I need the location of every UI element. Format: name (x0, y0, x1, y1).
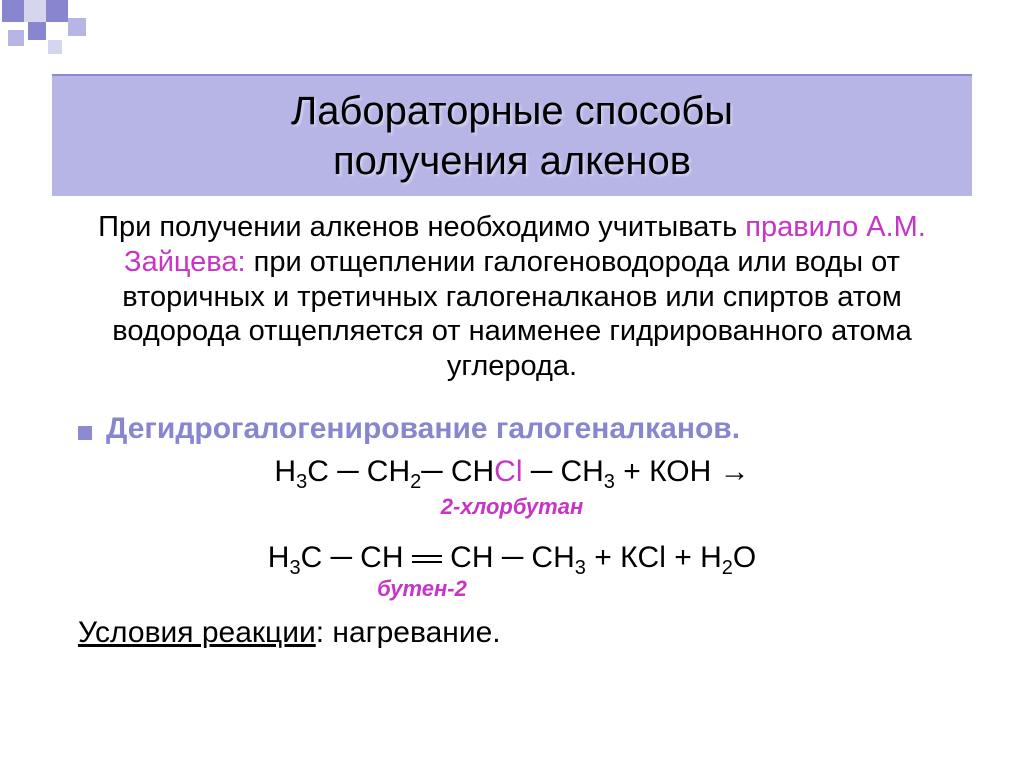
decoration-square (28, 22, 46, 40)
title-line-2: получения алкенов (333, 139, 691, 183)
section-title: Дегидрогалогенирование галогеналканов. (106, 412, 740, 446)
decoration-square (46, 0, 68, 22)
corner-decoration (0, 0, 120, 60)
decoration-square (8, 30, 24, 46)
slide-title: Лабораторные способы получения алкенов (291, 86, 733, 186)
decoration-square (2, 0, 24, 22)
reactant-label: 2-хлорбутан (70, 494, 954, 520)
title-line-1: Лабораторные способы (291, 89, 733, 133)
reaction-conditions: Условия реакции: нагревание. (70, 616, 954, 650)
product-formula-block: H3C ─ CH CH ─ CH3 + КCl + H2O бутен-2 (70, 538, 954, 602)
decoration-square (24, 0, 46, 22)
conditions-text: : нагревание. (316, 616, 501, 649)
bullet-icon (78, 426, 92, 440)
intro-pre: При получении алкенов необходимо учитыва… (98, 211, 745, 243)
intro-paragraph: При получении алкенов необходимо учитыва… (70, 210, 954, 384)
slide-title-bar: Лабораторные способы получения алкенов (52, 74, 972, 196)
conditions-label: Условия реакции (78, 616, 316, 649)
slide-content: При получении алкенов необходимо учитыва… (70, 210, 954, 650)
section-heading: Дегидрогалогенирование галогеналканов. (70, 412, 954, 446)
reactant-formula: H3C ─ CH2─ CHCl ─ CH3 + КОН → (70, 452, 954, 496)
halogen-highlight: Cl (494, 455, 522, 488)
decoration-square (48, 40, 62, 54)
decoration-square (68, 18, 86, 36)
reactant-formula-block: H3C ─ CH2─ CHCl ─ CH3 + КОН → 2-хлорбута… (70, 452, 954, 520)
